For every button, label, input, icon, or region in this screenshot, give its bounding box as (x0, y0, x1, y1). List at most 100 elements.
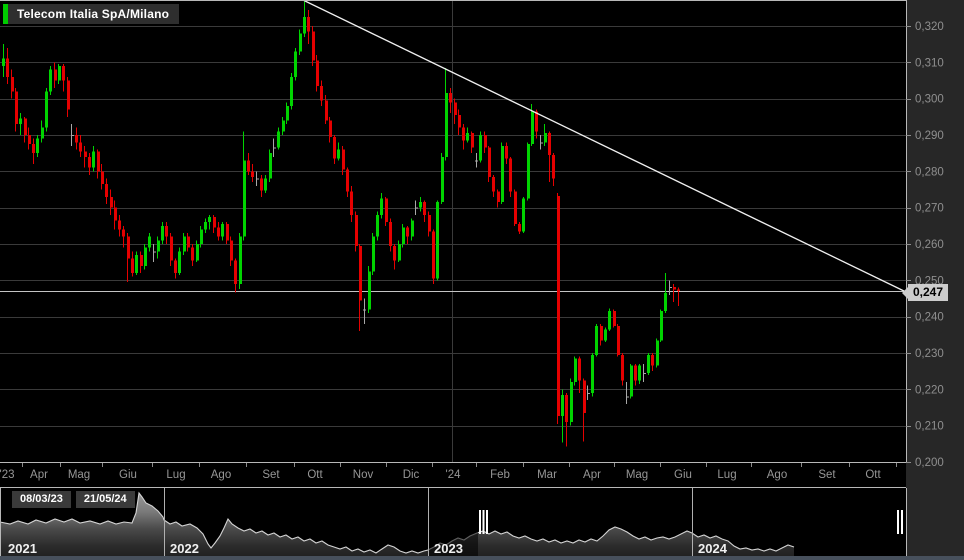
candle-body (626, 396, 629, 398)
candle-body (660, 311, 663, 341)
candle-body (557, 196, 560, 417)
candle-body (445, 93, 448, 157)
candle-body (114, 207, 117, 221)
candle-body (578, 358, 581, 381)
candle-body (621, 354, 624, 381)
drawn-lines[interactable] (302, 0, 907, 293)
range-end-date-badge[interactable]: 21/05/24 (75, 491, 135, 508)
candle-body (135, 254, 138, 274)
price-axis-label: 0,260 (915, 239, 944, 251)
navigator-left-handle[interactable] (479, 510, 481, 534)
price-axis-label: 0,270 (915, 203, 944, 215)
candle-body (178, 251, 181, 274)
navigator-right-handle[interactable] (901, 510, 903, 534)
candle-body (183, 236, 186, 252)
candle-body (157, 240, 160, 252)
price-axis-column[interactable] (906, 0, 964, 560)
candle-body (11, 76, 14, 92)
candle-body (144, 247, 147, 266)
month-label: Feb (490, 469, 510, 481)
month-label: Ott (865, 469, 881, 481)
candle-body (264, 178, 267, 191)
candle-body (497, 191, 500, 203)
candle-body (15, 91, 18, 125)
candle-body (71, 135, 74, 136)
month-label: Apr (30, 469, 48, 481)
navigator[interactable]: 2022 2023 2024 2021 (0, 487, 907, 557)
candle-body (226, 224, 229, 241)
candle-body (415, 207, 418, 209)
gridlines (0, 0, 906, 463)
candle-body (475, 160, 478, 162)
candle-body (28, 135, 31, 145)
month-label: Ott (307, 469, 323, 481)
range-start-date-badge[interactable]: 08/03/23 (12, 491, 71, 508)
candle-body (389, 222, 392, 246)
candle-body (677, 289, 680, 292)
candle-body (286, 105, 289, 121)
candle-body (479, 135, 482, 161)
candle-body (269, 153, 272, 179)
candle-body (333, 136, 336, 159)
candle-body (127, 236, 130, 259)
candle-body (337, 149, 340, 159)
candle-body (24, 118, 27, 135)
candle-body (294, 51, 297, 77)
candle-body (290, 76, 293, 106)
month-label: Mar (537, 469, 557, 481)
candle-body (385, 198, 388, 223)
navigator-left-handle[interactable] (486, 510, 488, 534)
instrument-title-box[interactable]: Telecom Italia SpA/Milano (3, 4, 180, 24)
candle-body (583, 380, 586, 413)
candle-body (501, 145, 504, 203)
candle-body (118, 220, 121, 230)
navigator-right-handle[interactable] (897, 510, 899, 534)
month-label: Apr (583, 469, 601, 481)
candle-body (544, 133, 547, 143)
month-label: Giu (674, 469, 692, 481)
candle-body (307, 16, 310, 32)
instrument-title: Telecom Italia SpA/Milano (8, 4, 180, 24)
candle-body (527, 144, 530, 199)
candle-body (161, 225, 164, 241)
price-axis-label: 0,300 (915, 94, 944, 106)
candle-body (92, 151, 95, 168)
last-price-badge: 0,247 (902, 284, 949, 301)
navigator-area-fill (0, 493, 794, 556)
price-axis-label: 0,220 (915, 384, 944, 396)
candle-body (346, 169, 349, 192)
candle-body (239, 236, 242, 284)
candle-body (462, 127, 465, 141)
candle-body (643, 372, 646, 374)
navigator-price-line (0, 491, 795, 554)
navigator-left-handle[interactable] (482, 510, 485, 534)
navigator-year-label: 2021 (8, 541, 37, 556)
candle-body (110, 196, 113, 208)
candle-body (406, 227, 409, 237)
axes[interactable]: 0,3200,3100,3000,2900,2800,2700,2600,250… (0, 0, 944, 481)
candle-body (372, 236, 375, 272)
candle-body (41, 127, 44, 139)
candle-body (282, 120, 285, 132)
candle-body (234, 260, 237, 284)
candle-body (423, 202, 426, 215)
candle-body (62, 65, 65, 81)
candle-body (75, 135, 78, 143)
candle-body (54, 69, 57, 81)
descending-trendline[interactable] (302, 0, 907, 293)
candle-body (617, 325, 620, 355)
candle-body (591, 354, 594, 393)
candle-body (630, 365, 633, 397)
navigator-dimmed-region (428, 488, 478, 556)
candle-body (535, 111, 538, 132)
candle-body (213, 216, 216, 228)
month-label: Lug (717, 469, 736, 481)
candle-body (634, 365, 637, 381)
candle-body (19, 118, 22, 125)
candle-body (552, 154, 555, 179)
price-axis-label: 0,310 (915, 57, 944, 69)
candle-body (32, 144, 35, 154)
candle-body (49, 69, 52, 92)
candle-body (251, 171, 254, 177)
